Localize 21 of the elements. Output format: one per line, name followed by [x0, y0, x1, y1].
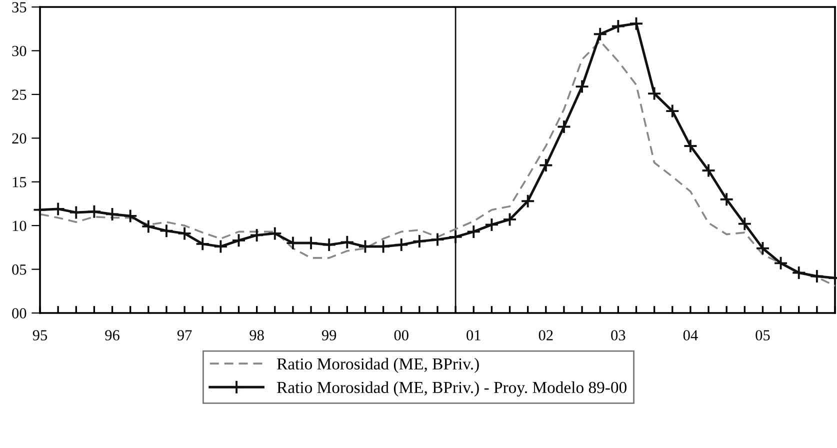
x-tick-label: 02	[538, 330, 553, 340]
y-tick-label: 00	[12, 308, 26, 318]
y-tick-label: 25	[12, 90, 26, 100]
x-tick-label: 96	[105, 330, 120, 340]
x-tick-label: 95	[32, 330, 48, 340]
x-tick-label: 97	[177, 330, 192, 340]
y-tick-label: 35	[12, 2, 26, 12]
x-tick-label: 03	[611, 330, 626, 340]
y-tick-label: 05	[12, 264, 26, 275]
y-tick-label: 20	[12, 133, 26, 144]
legend-label: Ratio Morosidad (ME, BPriv.)	[277, 358, 479, 373]
y-tick-label: 30	[12, 46, 26, 56]
x-tick-label: 05	[756, 330, 770, 340]
y-tick-label: 10	[12, 220, 26, 232]
x-tick-label: 99	[322, 330, 336, 340]
x-tick-label: 04	[683, 330, 698, 340]
y-tick-label: 15	[12, 177, 26, 188]
x-tick-label: 00	[394, 330, 408, 340]
x-tick-label: 01	[466, 330, 480, 340]
x-tick-label: 98	[250, 330, 264, 340]
legend-label: Ratio Morosidad (ME, BPriv.) - Proy. Modelo 89-00	[277, 381, 626, 397]
